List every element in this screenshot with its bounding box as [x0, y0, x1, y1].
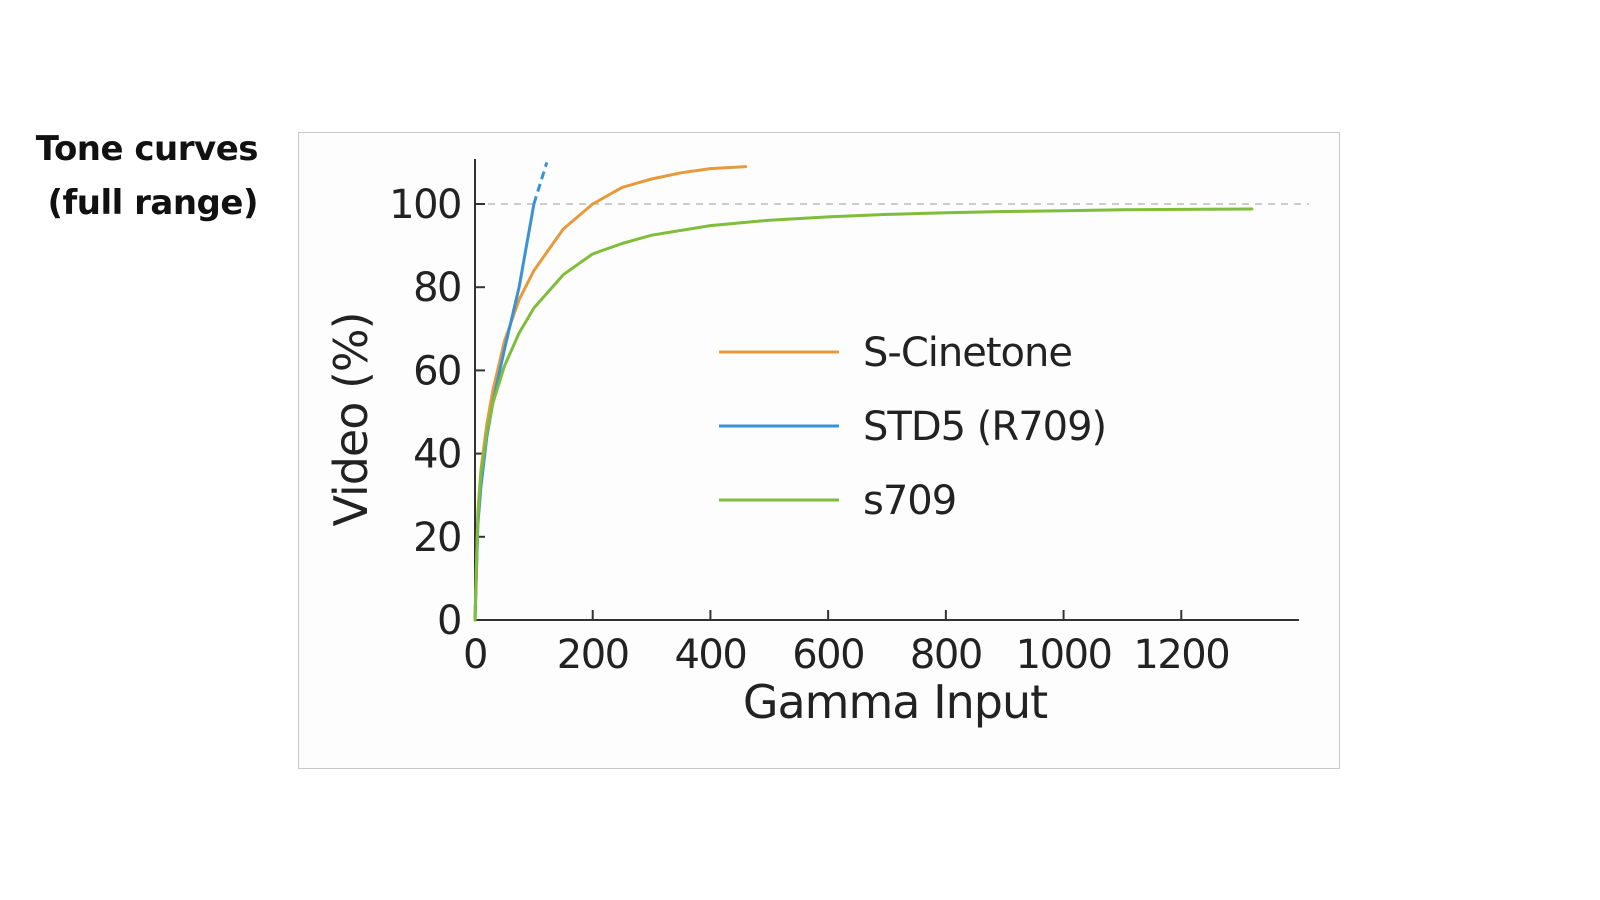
chart-panel: 0 20 40 60 80 100 0 200 400 600 800 1000 1200 S-Cine… [298, 132, 1340, 769]
x-tick-label-1000: 1000 [1016, 632, 1112, 678]
x-tick-label-1200: 1200 [1133, 632, 1229, 678]
legend-label-s-cinetone: S-Cinetone [863, 330, 1072, 376]
y-tick-label-100: 100 [389, 182, 461, 228]
series-layer [473, 161, 1254, 622]
x-tick-label-400: 400 [674, 632, 746, 678]
y-tick-label-0: 0 [437, 598, 461, 644]
slide-title-line-1: Tone curves [35, 129, 259, 169]
y-tick-label-60: 60 [413, 348, 461, 394]
slide-title: Tone curves (full range) [20, 122, 259, 230]
slide-title-line-2: (full range) [47, 183, 258, 223]
series-line-s-cinetone [473, 165, 748, 622]
y-tick-label-40: 40 [413, 432, 461, 478]
legend-label-s709: s709 [863, 478, 956, 524]
series-line-s709 [473, 207, 1254, 622]
legend: S-Cinetone STD5 (R709) s709 [719, 330, 1107, 524]
x-tick-label-600: 600 [792, 632, 864, 678]
x-tick-label-800: 800 [910, 632, 982, 678]
x-tick-label-200: 200 [557, 632, 629, 678]
series-line-std5-r709- [473, 202, 536, 622]
legend-label-std5-r709-: STD5 (R709) [863, 404, 1106, 450]
series-extension-std5-r709- [532, 161, 549, 205]
y-tick-label-80: 80 [413, 265, 461, 311]
y-tick-label-20: 20 [413, 515, 461, 561]
y-axis-title: Video (%) [324, 312, 378, 526]
x-tick-label-0: 0 [463, 632, 487, 678]
x-axis-title: Gamma Input [743, 675, 1047, 729]
